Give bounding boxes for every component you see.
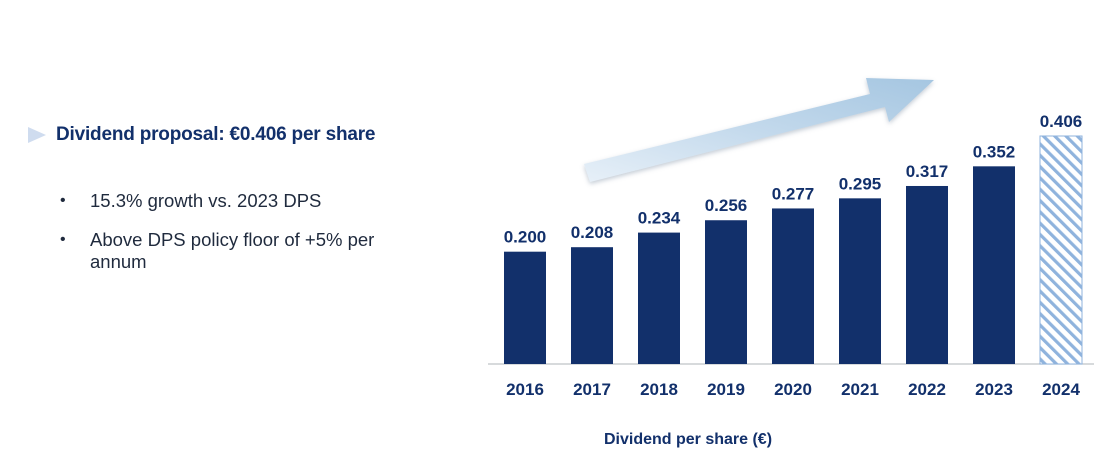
bar-value-2017: 0.208: [571, 223, 614, 242]
bar-value-2024: 0.406: [1040, 112, 1083, 131]
x-axis-title: Dividend per share (€): [604, 431, 772, 448]
bar-2017: [571, 247, 613, 364]
x-tick-2021: 2021: [841, 380, 879, 399]
bar-2024: [1039, 135, 1083, 365]
list-item: • Above DPS policy floor of +5% per annu…: [60, 229, 390, 273]
bullet-icon: •: [60, 192, 66, 209]
bar-value-2023: 0.352: [973, 142, 1016, 161]
list-item: • 15.3% growth vs. 2023 DPS: [60, 190, 390, 212]
bar-2020: [772, 208, 814, 364]
x-tick-2016: 2016: [506, 380, 544, 399]
bar-value-2016: 0.200: [504, 228, 547, 247]
bar-value-2021: 0.295: [839, 174, 882, 193]
bar-2023: [973, 166, 1015, 364]
play-arrow-icon: [28, 127, 46, 143]
x-tick-2017: 2017: [573, 380, 611, 399]
bullet-text: 15.3% growth vs. 2023 DPS: [90, 190, 322, 211]
bullet-text: Above DPS policy floor of +5% per annum: [90, 229, 375, 272]
bar-2016: [504, 251, 546, 364]
x-tick-2018: 2018: [640, 380, 678, 399]
bar-2022: [906, 185, 948, 364]
headline: Dividend proposal: €0.406 per share: [28, 124, 375, 146]
bar-value-2019: 0.256: [705, 196, 748, 215]
bar-2021: [839, 198, 881, 364]
bar-2018: [638, 232, 680, 364]
x-tick-2024: 2024: [1042, 380, 1080, 399]
bar-value-2022: 0.317: [906, 162, 949, 181]
x-tick-2023: 2023: [975, 380, 1013, 399]
x-tick-2019: 2019: [707, 380, 745, 399]
x-tick-2020: 2020: [774, 380, 812, 399]
bullet-list: • 15.3% growth vs. 2023 DPS • Above DPS …: [60, 190, 390, 290]
bar-value-2018: 0.234: [638, 209, 681, 228]
headline-text: Dividend proposal: €0.406 per share: [56, 124, 376, 145]
bullet-icon: •: [60, 231, 66, 248]
bar-2019: [705, 220, 747, 364]
bar-value-2020: 0.277: [772, 184, 815, 203]
trend-arrow: [584, 78, 934, 182]
x-tick-2022: 2022: [908, 380, 946, 399]
